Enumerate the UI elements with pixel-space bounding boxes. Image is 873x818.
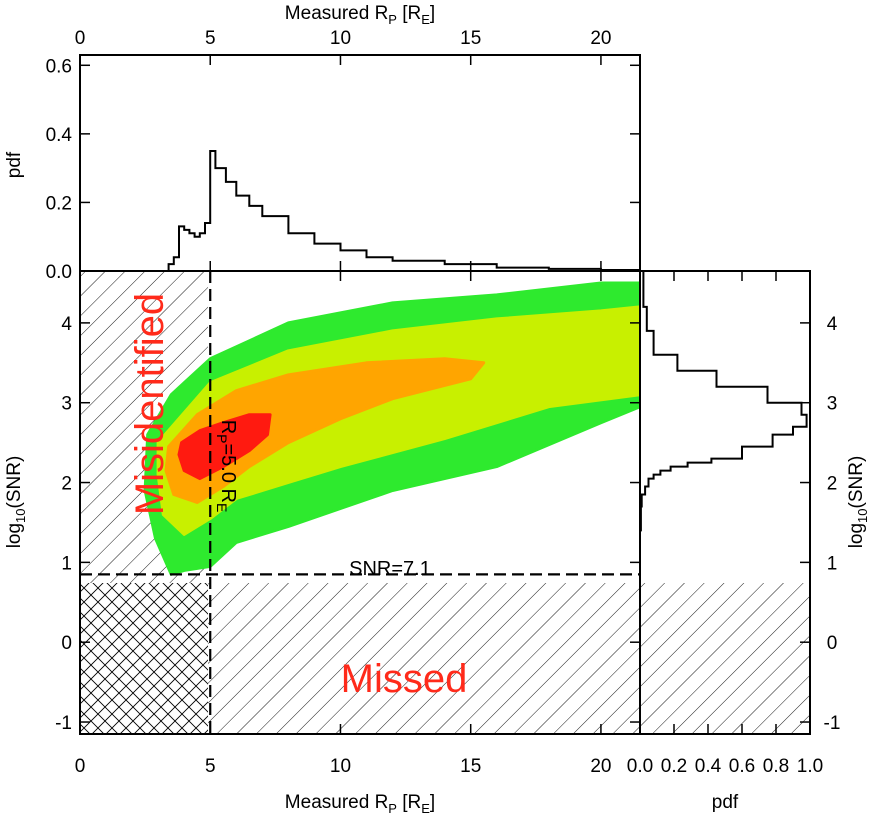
crosshatch-region [80,583,208,734]
right-y-axis-label: log10(SNR) [846,456,870,549]
main-y-tick-label-3: 2 [61,474,72,495]
top-x-tick-label-3: 15 [460,28,481,49]
main-y-tick-label-1: 0 [61,633,72,654]
main-y-tick-label-0: -1 [55,713,72,734]
right-x-tick-label-4: 0.8 [763,756,789,777]
misidentified-label: Misidentified [128,293,172,515]
main-x-tick-label-4: 20 [590,756,611,777]
right-x-axis-label: pdf [712,792,739,813]
top-x-tick-label-0: 0 [75,28,86,49]
right-y-tick-label-4: 3 [827,394,838,415]
main-x-tick-label-0: 0 [75,756,86,777]
right-missed-hatch-region [640,583,810,734]
right-y-tick-label-3: 2 [827,474,838,495]
right-y-tick-label-5: 4 [827,314,838,335]
top-pdf-curve [80,151,640,271]
main-x-tick-label-1: 5 [205,756,216,777]
top-pdf-histogram [80,151,640,271]
main-y-tick-label-2: 1 [61,553,72,574]
right-y-tick-label-0: -1 [824,713,841,734]
main-y-tick-label-4: 3 [61,394,72,415]
bottom-x-axis-label: Measured RP [RE] [285,792,435,816]
right-y-tick-label-2: 1 [827,553,838,574]
missed-label: Missed [341,657,468,701]
right-x-tick-label-1: 0.2 [661,756,687,777]
main-y-tick-label-5: 4 [61,314,72,335]
snr-threshold-label: SNR=7.1 [349,558,431,580]
top-y-tick-label-2: 0.4 [46,125,73,146]
top-y-tick-label-1: 0.2 [46,193,72,214]
main-x-tick-label-3: 15 [460,756,481,777]
right-x-tick-label-0: 0.0 [627,756,653,777]
right-y-tick-label-1: 0 [827,633,838,654]
top-x-axis-label: Measured RP [RE] [285,3,435,27]
main-y-axis-label: log10(SNR) [4,456,28,549]
top-x-tick-label-4: 20 [590,28,611,49]
top-x-tick-label-2: 10 [330,28,351,49]
top-y-tick-label-3: 0.6 [46,56,72,77]
right-panel-hatch [640,583,810,734]
right-x-tick-label-5: 1.0 [797,756,823,777]
top-panel-frame [80,55,640,271]
top-y-axis-label: pdf [4,151,25,178]
radius-threshold-label: RP=5.0 RE [214,420,239,513]
right-x-tick-label-2: 0.4 [695,756,722,777]
right-x-tick-label-3: 0.6 [729,756,755,777]
top-x-tick-label-1: 5 [205,28,216,49]
main-x-tick-label-2: 10 [330,756,351,777]
top-y-tick-label-0: 0.0 [46,262,72,283]
